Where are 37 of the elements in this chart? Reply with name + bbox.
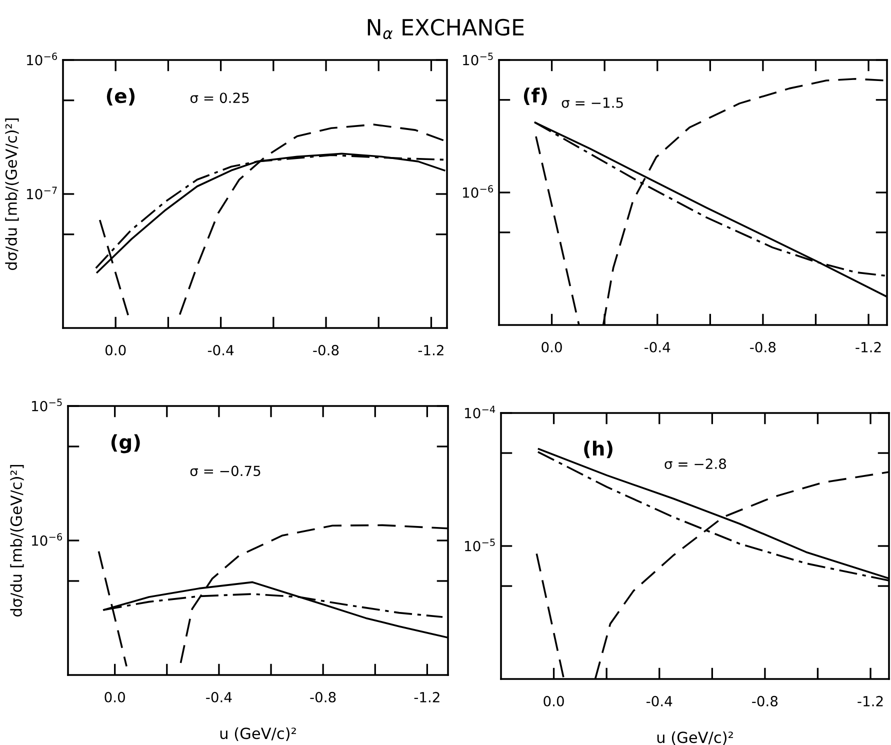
x-tick-label: 0.0 [104, 692, 125, 702]
chart-title: N$_{α}$ EXCHANGE [368, 18, 524, 40]
x-tick-label: -0.8 [752, 696, 778, 706]
x-tick-label: -0.4 [646, 696, 672, 706]
annotation: (e) [106, 88, 135, 106]
annotation: σ = −0.75 [190, 466, 260, 476]
x-tick-label: -0.8 [750, 342, 776, 352]
annotation: (h) [584, 440, 612, 458]
annotation: (f) [524, 88, 547, 105]
y-tick-label: 10$^{−6}$ [27, 52, 58, 66]
x-tick-label: 0.0 [105, 344, 126, 356]
y-tick-label: 10$^{−5}$ [32, 398, 62, 412]
annotation: σ = 0.25 [190, 92, 249, 104]
y-axis-title: dσ/du [mb/(GeV/c)²] [5, 118, 19, 270]
y-tick-label: 10$^{−6}$ [463, 185, 494, 198]
annotation: (g) [111, 434, 140, 454]
x-axis-title: u (GeV/c)² [657, 731, 733, 745]
y-tick-label: 10$^{−4}$ [465, 406, 496, 418]
y-tick-label: 10$^{−6}$ [32, 533, 62, 546]
x-tick-label: -1.2 [858, 696, 883, 706]
annotation: σ = −1.5 [562, 98, 623, 108]
y-axis-title: dσ/du [mb/(GeV/c)²] [10, 464, 24, 617]
annotation: σ = −2.8 [664, 458, 726, 470]
y-tick-label: 10$^{−5}$ [465, 538, 495, 552]
x-tick-label: 0.0 [542, 342, 562, 352]
x-tick-label: -1.2 [856, 342, 881, 352]
x-tick-label: -0.4 [208, 344, 234, 356]
x-tick-label: 0.0 [544, 696, 564, 706]
y-tick-label: 10$^{−5}$ [463, 52, 493, 66]
x-tick-label: -1.2 [418, 344, 444, 356]
x-tick-label: -1.2 [414, 692, 440, 702]
x-tick-label: -0.8 [310, 692, 336, 702]
x-axis-title: u (GeV/c)² [220, 727, 296, 741]
x-tick-label: -0.4 [644, 342, 670, 352]
x-tick-label: -0.8 [313, 344, 339, 356]
y-tick-label: 10$^{−7}$ [27, 186, 57, 200]
x-tick-label: -0.4 [206, 692, 232, 702]
